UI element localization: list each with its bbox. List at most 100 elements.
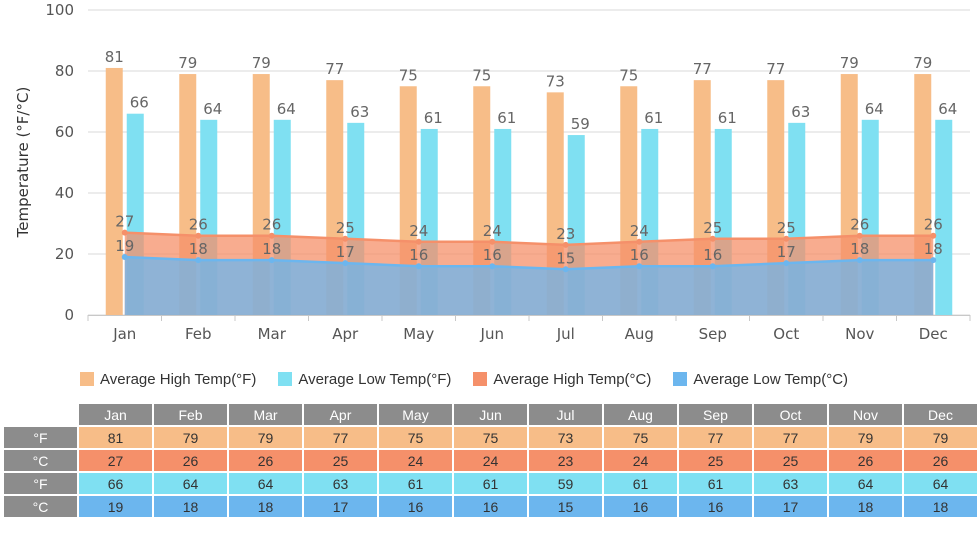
data-label: 63: [791, 103, 810, 121]
legend-label: Average Low Temp(°C): [693, 370, 849, 388]
legend-item[interactable]: Average High Temp(°F): [80, 366, 256, 392]
table-cell: 16: [604, 496, 677, 517]
data-label: 16: [409, 246, 428, 264]
table-month-header: Feb: [154, 404, 227, 425]
table-cell: 15: [529, 496, 602, 517]
table-cell: 66: [79, 473, 152, 494]
legend-swatch: [673, 372, 688, 386]
data-label: 18: [262, 240, 281, 258]
point: [856, 257, 863, 264]
data-label: 79: [252, 54, 271, 72]
table-cell: 26: [154, 450, 227, 471]
point: [195, 257, 202, 264]
table-month-header: Sep: [679, 404, 752, 425]
data-label: 64: [865, 100, 884, 118]
y-tick-label: 0: [64, 306, 74, 324]
legend-item[interactable]: Average Low Temp(°C): [673, 366, 848, 392]
x-tick-label: Mar: [258, 325, 287, 343]
y-tick-label: 40: [55, 184, 74, 202]
chart-legend: Average High Temp(°F) Average Low Temp(°F…: [0, 366, 980, 392]
table-cell: 75: [454, 427, 527, 448]
x-tick-label: Oct: [773, 325, 799, 343]
data-label: 64: [203, 100, 222, 118]
table-cell: 77: [304, 427, 377, 448]
table-cell: 61: [379, 473, 452, 494]
data-label: 75: [619, 66, 638, 84]
data-label: 24: [409, 222, 428, 240]
data-label: 17: [777, 243, 796, 261]
point: [342, 235, 349, 242]
point: [636, 263, 643, 270]
y-tick-label: 20: [55, 245, 74, 263]
temperature-table: Jan Feb Mar Apr May Jun Jul Aug Sep Oct Nov Dec °F 81…: [2, 402, 979, 519]
x-tick-label: Aug: [625, 325, 654, 343]
table-cell: 18: [154, 496, 227, 517]
table-month-header: Dec: [904, 404, 977, 425]
data-label: 19: [115, 237, 134, 255]
data-label: 25: [703, 219, 722, 237]
legend-swatch: [278, 372, 293, 386]
table-cell: 77: [679, 427, 752, 448]
table-cell: 24: [604, 450, 677, 471]
table-cell: 75: [379, 427, 452, 448]
data-label: 25: [777, 219, 796, 237]
table-cell: 26: [229, 450, 302, 471]
table-cell: 24: [454, 450, 527, 471]
data-label: 26: [924, 216, 943, 234]
temperature-chart: 0 20 40 60 80 100 Temperature (°F/°C) 81 79 79 77 7…: [14, 1, 971, 343]
table-cell: 25: [679, 450, 752, 471]
data-label: 79: [178, 54, 197, 72]
point: [268, 257, 275, 264]
table-cell: 23: [529, 450, 602, 471]
point: [562, 241, 569, 248]
table-corner: [4, 404, 77, 425]
point: [415, 263, 422, 270]
data-label: 75: [399, 66, 418, 84]
table-month-header: Nov: [829, 404, 902, 425]
area-low-c: [124, 257, 934, 315]
table-cell: 75: [604, 427, 677, 448]
data-label: 75: [472, 66, 491, 84]
legend-item[interactable]: Average High Temp(°C): [473, 366, 651, 392]
table-cell: 61: [679, 473, 752, 494]
table-cell: 16: [379, 496, 452, 517]
data-label: 27: [115, 213, 134, 231]
table-row-unit: °C: [4, 496, 77, 517]
table-month-header: Oct: [754, 404, 827, 425]
x-tick-label: Nov: [845, 325, 874, 343]
table-cell: 63: [304, 473, 377, 494]
table-cell: 77: [754, 427, 827, 448]
y-tick-label: 60: [55, 123, 74, 141]
table-cell: 18: [229, 496, 302, 517]
table-cell: 16: [679, 496, 752, 517]
point: [489, 263, 496, 270]
data-label: 64: [277, 100, 296, 118]
point: [636, 238, 643, 245]
x-tick-label: Feb: [185, 325, 212, 343]
legend-swatch: [473, 372, 488, 386]
table-month-header: Jan: [79, 404, 152, 425]
data-label: 77: [693, 60, 712, 78]
table-cell: 64: [229, 473, 302, 494]
point: [268, 232, 275, 239]
data-label: 63: [350, 103, 369, 121]
x-tick-label: Dec: [919, 325, 948, 343]
x-tick-label: Apr: [332, 325, 359, 343]
table-month-header: Jul: [529, 404, 602, 425]
data-label: 61: [424, 109, 443, 127]
data-label: 79: [840, 54, 859, 72]
data-label: 59: [571, 115, 590, 133]
x-tick-label: Sep: [699, 325, 727, 343]
line-low-c: [124, 255, 934, 271]
table-cell: 64: [829, 473, 902, 494]
x-tick-label: Jun: [480, 325, 504, 343]
table-row: °C 19 18 18 17 16 16 15 16 16 17 18 18: [4, 496, 977, 517]
data-label: 79: [913, 54, 932, 72]
table-cell: 17: [304, 496, 377, 517]
table-month-header: Aug: [604, 404, 677, 425]
data-label: 66: [130, 94, 149, 112]
legend-item[interactable]: Average Low Temp(°F): [278, 366, 451, 392]
table-month-header: May: [379, 404, 452, 425]
data-label: 77: [766, 60, 785, 78]
point: [709, 235, 716, 242]
